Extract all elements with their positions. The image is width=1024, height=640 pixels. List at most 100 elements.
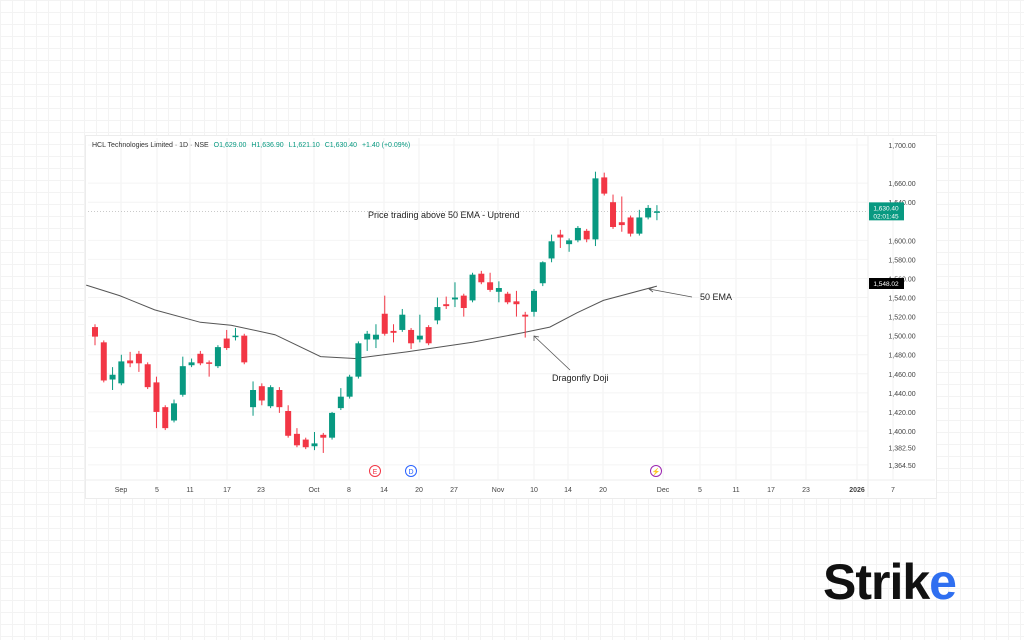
candle-body <box>258 386 265 401</box>
x-tick-label: 5 <box>155 487 159 494</box>
candle-body <box>381 313 388 334</box>
candle-body <box>241 335 248 363</box>
candle <box>311 431 318 451</box>
doji-arrow <box>533 335 571 371</box>
candle <box>285 405 292 438</box>
event-marker <box>405 465 417 477</box>
ema-value: 1,548.02 <box>873 281 899 288</box>
candle <box>504 291 511 305</box>
candle-body <box>171 403 178 421</box>
candle-body <box>355 343 362 377</box>
ohlc-open: O1,629.00 <box>213 142 247 149</box>
strike-logo: Strike <box>823 554 957 610</box>
candle-body <box>100 342 107 381</box>
candle <box>355 341 362 379</box>
candle <box>653 205 660 221</box>
candle-body <box>372 334 379 340</box>
candle-body <box>601 177 608 194</box>
candle <box>610 194 617 229</box>
x-tick-label: 8 <box>347 487 351 494</box>
candle <box>346 374 353 399</box>
dividend-event-icon[interactable]: D <box>405 465 417 477</box>
candle-body <box>653 211 660 213</box>
candle-body <box>197 353 204 364</box>
event-marker <box>369 465 381 477</box>
y-tick-label: 1,660.00 <box>888 181 915 188</box>
x-tick-label: 23 <box>802 487 810 494</box>
candle-body <box>329 412 336 438</box>
candle-body <box>425 327 432 344</box>
x-tick-label: Dec <box>657 487 670 494</box>
x-tick-label: 5 <box>698 487 702 494</box>
candle-body <box>627 217 634 234</box>
candle <box>425 325 432 346</box>
candle-body <box>223 338 230 349</box>
candle <box>434 297 441 325</box>
candle <box>513 290 520 317</box>
x-tick-label: 20 <box>415 487 423 494</box>
y-tick-label: 1,364.50 <box>888 463 915 470</box>
candle <box>337 388 344 411</box>
candle-body <box>504 293 511 303</box>
candle-body <box>337 396 344 409</box>
ema-annotation: 50 EMA <box>700 292 733 302</box>
candle-body <box>408 329 415 344</box>
candle <box>539 261 546 287</box>
candle-body <box>531 290 537 312</box>
x-tick-label: 20 <box>599 487 607 494</box>
y-tick-label: 1,460.00 <box>888 372 915 379</box>
candle-body <box>320 434 327 438</box>
candle-body <box>636 217 643 234</box>
split-event-icon[interactable]: ⚡ <box>650 465 662 477</box>
y-tick-label: 1,400.00 <box>888 429 915 436</box>
candle-body <box>592 178 599 240</box>
event-marker <box>650 465 662 477</box>
candle <box>214 345 221 369</box>
candle <box>258 383 265 406</box>
candle <box>531 288 537 317</box>
earnings-event-icon[interactable]: E <box>369 465 381 477</box>
candle-body <box>610 202 617 227</box>
doji-arrowhead <box>533 335 540 341</box>
event-letter: E <box>373 469 378 476</box>
candle <box>460 293 467 317</box>
candle-body <box>539 262 546 284</box>
candle <box>408 328 415 350</box>
y-tick-label: 1,580.00 <box>888 257 915 264</box>
candle <box>197 350 204 366</box>
candle <box>390 324 397 343</box>
chart-header: HCL Technologies Limited · 1D · NSE O1,6… <box>92 142 410 149</box>
candle <box>293 428 300 448</box>
candle-body <box>153 382 160 412</box>
candle-body <box>214 347 221 367</box>
ohlc-low: L1,621.10 <box>288 142 320 149</box>
candle <box>451 282 458 308</box>
candle <box>645 205 652 220</box>
candle-body <box>487 282 494 290</box>
candle <box>522 311 529 338</box>
y-tick-label: 1,600.00 <box>888 238 915 245</box>
x-tick-label: 14 <box>380 487 388 494</box>
candle <box>188 358 195 368</box>
candle-body <box>460 295 467 309</box>
candle-body <box>250 390 257 408</box>
y-tick-label: 1,480.00 <box>888 353 915 360</box>
symbol-title: HCL Technologies Limited · 1D · NSE <box>92 142 209 149</box>
candle <box>162 405 169 431</box>
candle-body <box>495 288 502 292</box>
candle-body <box>346 376 353 397</box>
trend-annotation: Price trading above 50 EMA - Uptrend <box>368 210 520 220</box>
last-price-value: 1,630.40 <box>873 205 899 212</box>
candle <box>636 209 643 236</box>
x-tick-label: Nov <box>492 487 505 494</box>
candle <box>109 367 116 391</box>
candle <box>92 324 98 346</box>
candle-body <box>109 374 116 380</box>
candle <box>443 296 450 309</box>
candle-body <box>618 222 625 226</box>
candle-body <box>118 361 125 384</box>
event-letter: ⚡ <box>652 467 661 476</box>
candle-body <box>434 307 441 321</box>
y-tick-label: 1,540.00 <box>888 296 915 303</box>
